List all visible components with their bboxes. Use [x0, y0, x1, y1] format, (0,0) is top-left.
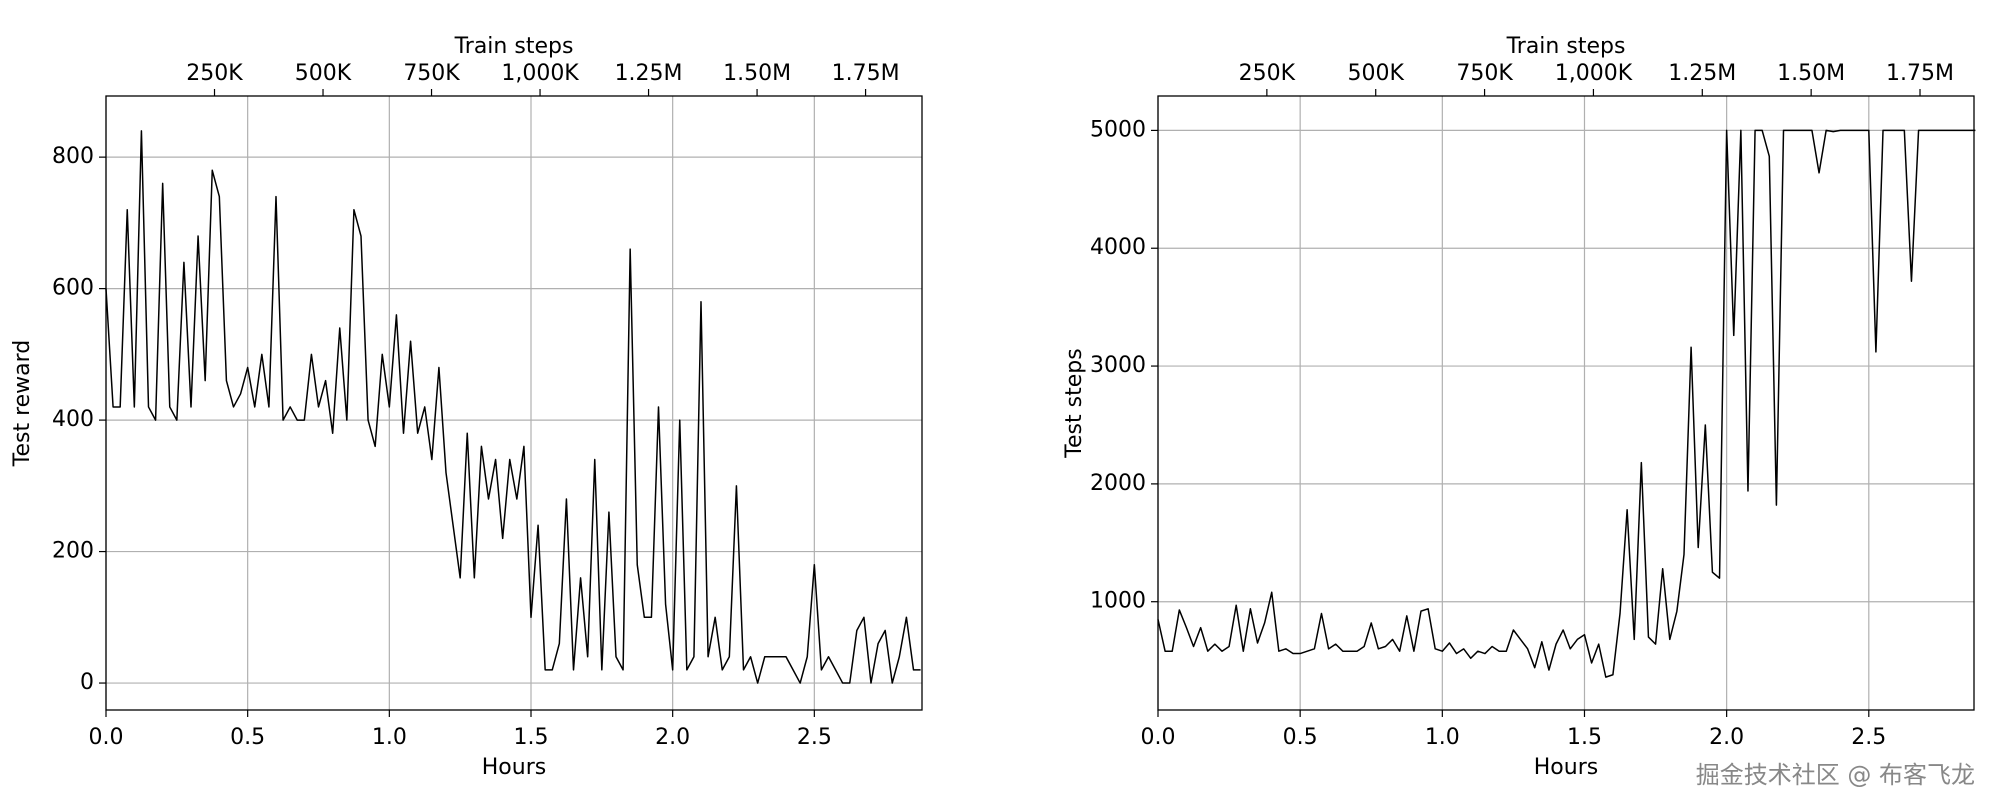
data-line: [1157, 129, 1976, 678]
x-tick-label: 0.5: [230, 725, 265, 750]
x2-tick-label: 1.25M: [615, 61, 683, 86]
y-tick-label: 5000: [1090, 117, 1146, 142]
y-tick-label: 600: [52, 276, 94, 301]
y-tick-label: 200: [52, 539, 94, 564]
y-axis-label: Test reward: [10, 340, 35, 468]
x-tick-label: 2.0: [655, 725, 690, 750]
x2-tick-label: 1.25M: [1668, 61, 1736, 86]
x2-tick-label: 1.75M: [832, 61, 900, 86]
x2-tick-label: 750K: [403, 61, 460, 86]
x-tick-label: 0.0: [1141, 725, 1176, 750]
watermark: 掘金技术社区 @ 布客飞龙: [1696, 761, 1975, 789]
y-axis-label: Test steps: [1062, 348, 1087, 458]
plot-frame: [105, 95, 923, 711]
x-axis-label: Hours: [1534, 755, 1598, 780]
x2-tick-label: 250K: [1239, 61, 1296, 86]
x-tick-label: 0.0: [89, 725, 124, 750]
x2-tick-label: 750K: [1456, 61, 1513, 86]
x2-tick-label: 1.75M: [1886, 61, 1954, 86]
y-tick-label: 400: [52, 407, 94, 432]
y-tick-label: 800: [52, 144, 94, 169]
x2-axis-label: Train steps: [1506, 34, 1626, 59]
y-tick-label: 0: [80, 670, 94, 695]
x-tick-label: 0.5: [1283, 725, 1318, 750]
x2-tick-label: 250K: [186, 61, 243, 86]
y-tick-label: 3000: [1090, 353, 1146, 378]
x2-tick-label: 1.50M: [723, 61, 791, 86]
x2-tick-label: 500K: [295, 61, 352, 86]
plot-frame: [1157, 95, 1975, 711]
x2-axis-label: Train steps: [454, 34, 574, 59]
x-tick-label: 1.0: [372, 725, 407, 750]
data-line: [105, 130, 921, 684]
y-tick-label: 2000: [1090, 471, 1146, 496]
x2-tick-label: 500K: [1348, 61, 1405, 86]
y-tick-label: 4000: [1090, 235, 1146, 260]
x-tick-label: 2.0: [1709, 725, 1744, 750]
x2-tick-label: 1,000K: [1555, 61, 1633, 86]
x2-tick-label: 1.50M: [1777, 61, 1845, 86]
x-tick-label: 2.5: [1851, 725, 1886, 750]
x-tick-label: 1.0: [1425, 725, 1460, 750]
y-tick-label: 1000: [1090, 589, 1146, 614]
x-axis-label: Hours: [482, 755, 546, 780]
x2-tick-label: 1,000K: [501, 61, 579, 86]
x-tick-label: 1.5: [1567, 725, 1602, 750]
x-tick-label: 1.5: [514, 725, 549, 750]
x-tick-label: 2.5: [797, 725, 832, 750]
